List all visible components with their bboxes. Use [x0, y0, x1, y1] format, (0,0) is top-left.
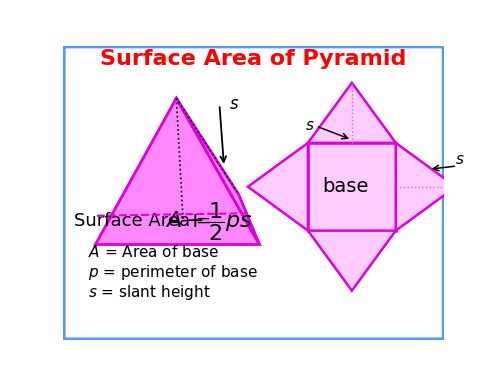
- Text: Surface Area =: Surface Area =: [74, 212, 216, 230]
- Polygon shape: [396, 143, 456, 231]
- Text: s: s: [456, 152, 464, 167]
- Polygon shape: [248, 143, 308, 231]
- Text: s: s: [305, 118, 313, 133]
- Polygon shape: [96, 194, 259, 244]
- FancyBboxPatch shape: [64, 47, 444, 339]
- Text: s: s: [230, 96, 239, 113]
- Polygon shape: [96, 98, 176, 244]
- Polygon shape: [308, 143, 396, 231]
- Text: base: base: [323, 177, 369, 196]
- Text: $s$ = slant height: $s$ = slant height: [88, 283, 210, 302]
- Text: $A+\dfrac{1}{2}ps$: $A+\dfrac{1}{2}ps$: [165, 200, 252, 243]
- Text: $p$ = perimeter of base: $p$ = perimeter of base: [88, 263, 257, 282]
- Polygon shape: [176, 98, 259, 244]
- Polygon shape: [96, 98, 259, 244]
- Polygon shape: [308, 83, 396, 143]
- Polygon shape: [308, 231, 396, 291]
- Polygon shape: [139, 98, 239, 194]
- Text: Surface Area of Pyramid: Surface Area of Pyramid: [100, 49, 406, 69]
- Text: $A$ = Area of base: $A$ = Area of base: [88, 244, 219, 260]
